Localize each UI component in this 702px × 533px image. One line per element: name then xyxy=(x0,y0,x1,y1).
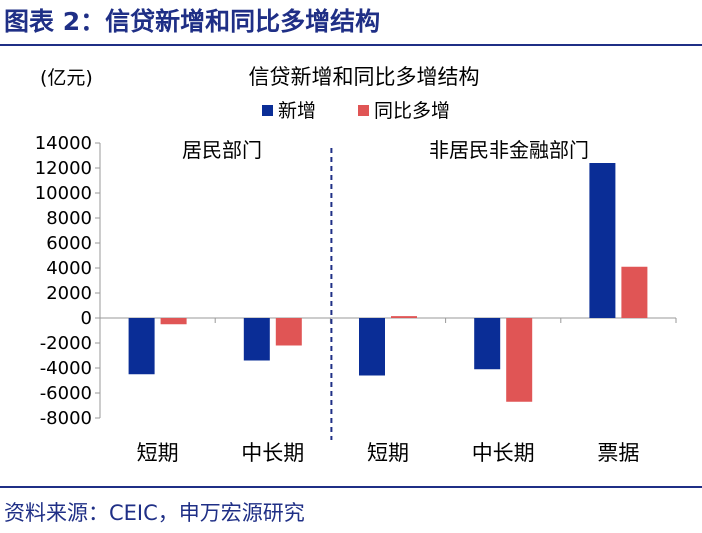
figure-title: 图表 2：信贷新增和同比多增结构 xyxy=(4,7,381,36)
y-tick-label: -6000 xyxy=(40,383,92,404)
y-tick-label: 12000 xyxy=(35,158,92,179)
y-tick-label: 2000 xyxy=(46,283,92,304)
y-tick-label: -2000 xyxy=(40,333,92,354)
y-tick-label: -4000 xyxy=(40,358,92,379)
chart: 信贷新增和同比多增结构 (亿元) 新增 同比多增 14000 12000 10000 8000… xyxy=(35,65,677,465)
bar-new-1 xyxy=(243,318,270,361)
y-unit-label: (亿元) xyxy=(40,67,93,89)
chart-title: 信贷新增和同比多增结构 xyxy=(249,65,480,89)
legend-label-0: 新增 xyxy=(278,100,316,122)
bar-new-4 xyxy=(589,163,616,318)
bar-yoy-3 xyxy=(506,318,533,402)
legend-swatch-1 xyxy=(358,105,369,116)
x-category-label: 票据 xyxy=(597,441,639,465)
bar-yoy-0 xyxy=(160,318,187,325)
y-tick-label: 8000 xyxy=(46,208,92,229)
legend-swatch-0 xyxy=(262,105,273,116)
x-category-label: 中长期 xyxy=(241,441,304,465)
bar-yoy-1 xyxy=(275,318,302,346)
bar-yoy-2 xyxy=(391,316,417,318)
y-tick-label: 6000 xyxy=(46,233,92,254)
x-category-label: 短期 xyxy=(137,441,179,465)
bar-new-0 xyxy=(128,318,155,375)
bar-new-3 xyxy=(474,318,501,370)
bar-new-2 xyxy=(359,318,385,376)
y-tick-label: 4000 xyxy=(46,258,92,279)
y-tick-label: 14000 xyxy=(35,133,92,154)
x-category-label: 中长期 xyxy=(472,441,535,465)
y-tick-label: -8000 xyxy=(40,408,92,429)
y-tick-label: 10000 xyxy=(35,183,92,204)
group-label-1: 非居民非金融部门 xyxy=(429,138,589,162)
x-category-label: 短期 xyxy=(367,441,409,465)
top-rule xyxy=(0,44,702,46)
bar-yoy-4 xyxy=(621,266,648,318)
y-tick-label: 0 xyxy=(81,308,92,329)
group-label-0: 居民部门 xyxy=(182,138,262,162)
source-note: 资料来源：CEIC，申万宏源研究 xyxy=(4,501,305,525)
legend-label-1: 同比多增 xyxy=(374,100,450,122)
bottom-rule xyxy=(0,486,702,488)
